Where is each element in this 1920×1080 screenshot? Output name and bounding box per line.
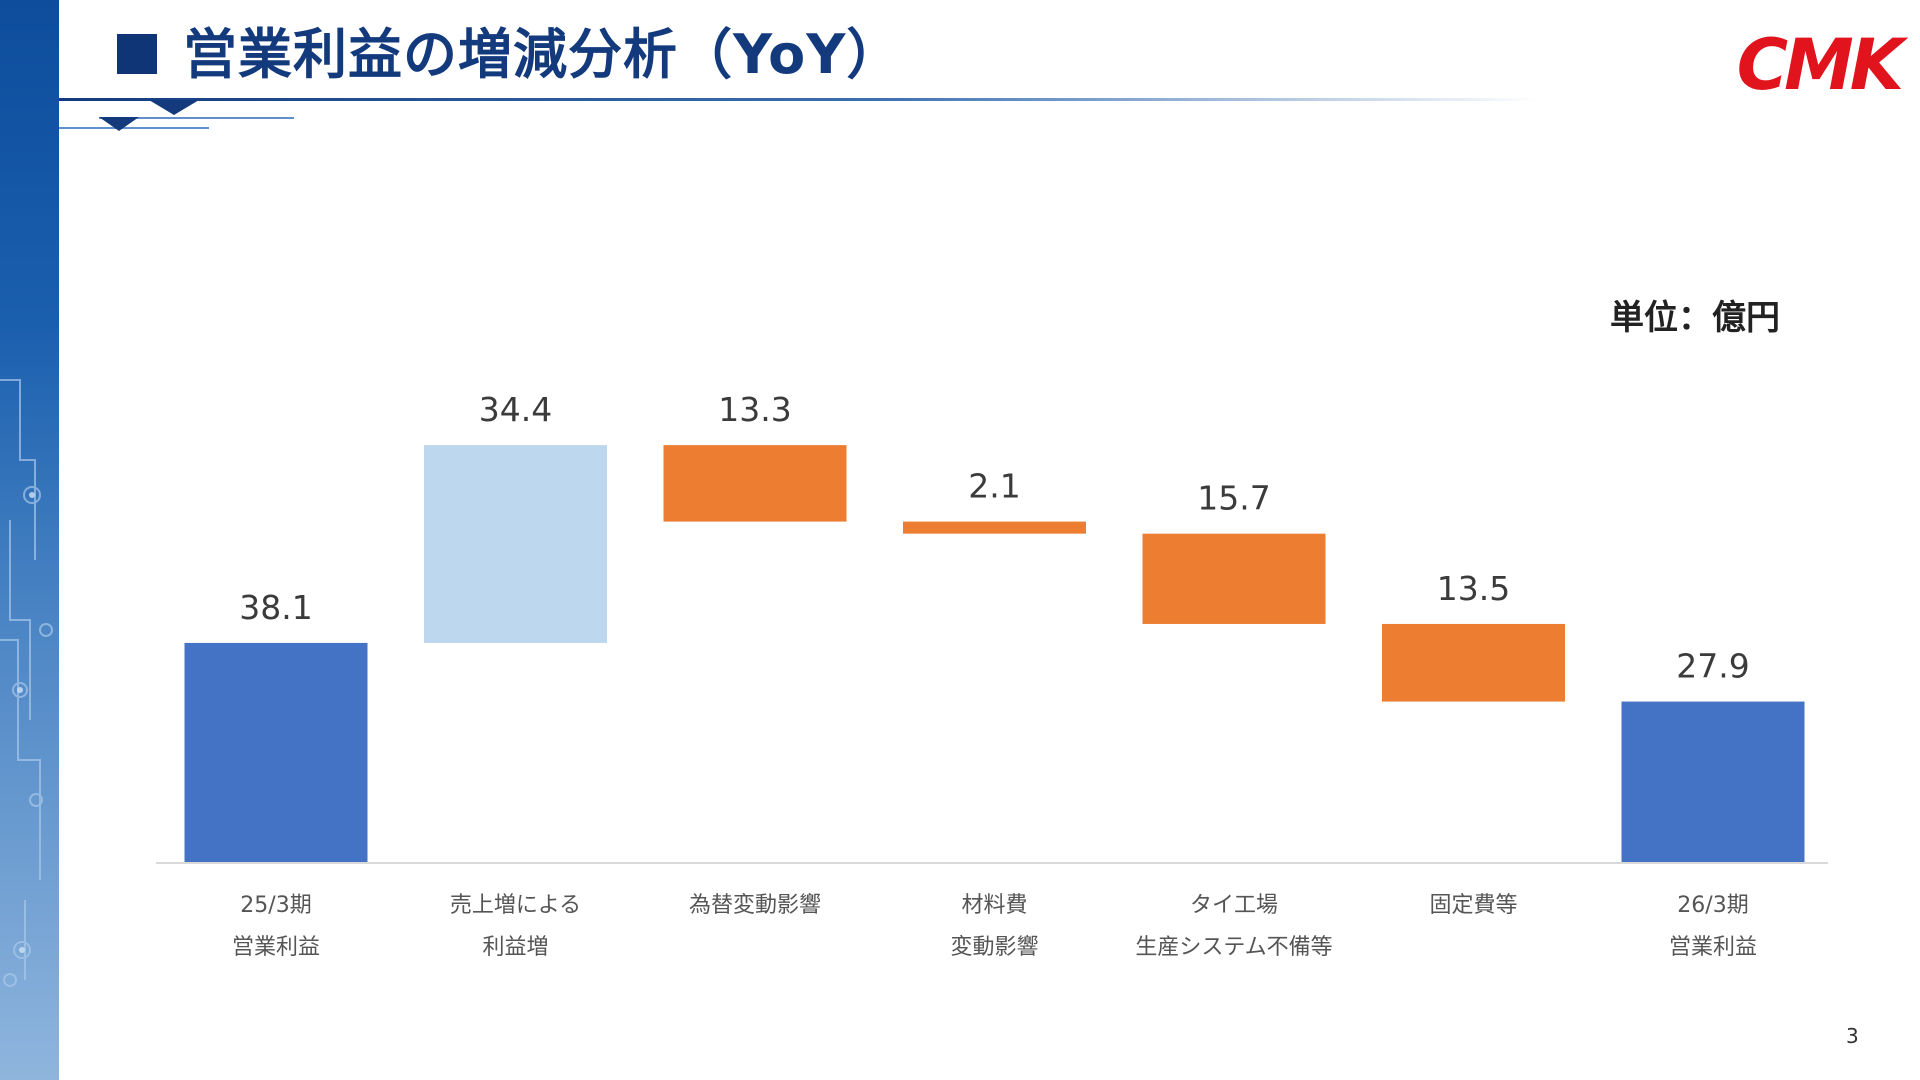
bar-decrease: [1142, 533, 1326, 624]
bar-decrease: [903, 521, 1086, 534]
data-label: 13.3: [718, 390, 791, 429]
circuit-pattern-icon: [0, 379, 53, 987]
category-label: 為替変動影響: [689, 893, 821, 918]
category-label: 25/3期: [240, 893, 311, 918]
cmk-logo: CMK: [1736, 24, 1904, 106]
bar-increase: [424, 445, 607, 643]
category-label: タイ工場: [1190, 893, 1278, 918]
bar-decrease: [663, 445, 847, 522]
data-label: 38.1: [239, 588, 312, 627]
bar-total: [1621, 701, 1805, 862]
page-title: 営業利益の増減分析（YoY）: [183, 23, 902, 86]
category-label: 材料費: [961, 893, 1027, 918]
category-label: 固定費等: [1429, 893, 1517, 918]
category-label: 営業利益: [1669, 935, 1757, 960]
side-decoration-band: [0, 0, 59, 1080]
category-label: 26/3期: [1677, 893, 1748, 918]
category-label: 営業利益: [232, 935, 320, 960]
title-underline-decoration: [59, 100, 294, 131]
title-underline: [59, 98, 1539, 101]
category-label: 利益増: [482, 935, 548, 960]
bar-total: [184, 642, 368, 862]
category-label: 変動影響: [950, 935, 1038, 960]
page-number: 3: [1846, 1024, 1859, 1048]
data-label: 27.9: [1676, 647, 1749, 686]
data-label: 34.4: [479, 390, 552, 429]
category-label: 生産システム不備等: [1135, 935, 1332, 960]
category-label: 売上増による: [450, 893, 581, 918]
data-label: 2.1: [968, 467, 1020, 506]
data-label: 15.7: [1197, 479, 1270, 518]
data-label: 13.5: [1437, 569, 1510, 608]
unit-label: 単位：億円: [1610, 298, 1780, 338]
title-bullet-square: [117, 34, 157, 74]
bar-decrease: [1382, 623, 1565, 702]
